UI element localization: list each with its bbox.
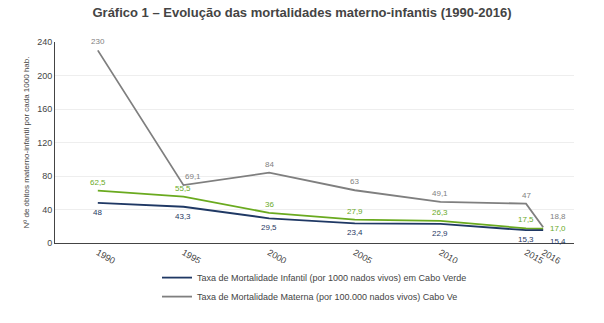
svg-text:Nº de óbitos materno-infantil: Nº de óbitos materno-infantil por cada 1… — [22, 57, 31, 229]
svg-text:47: 47 — [522, 191, 531, 200]
svg-text:2005: 2005 — [351, 247, 374, 266]
svg-text:240: 240 — [37, 37, 52, 47]
svg-text:62,5: 62,5 — [90, 178, 106, 187]
svg-text:49,1: 49,1 — [432, 189, 448, 198]
svg-text:230: 230 — [91, 37, 105, 46]
svg-text:120: 120 — [37, 138, 52, 148]
svg-text:43,3: 43,3 — [175, 212, 191, 221]
svg-text:15,4: 15,4 — [550, 237, 566, 246]
svg-text:63: 63 — [350, 177, 359, 186]
svg-text:2016: 2016 — [540, 247, 562, 266]
svg-text:48: 48 — [93, 208, 102, 217]
svg-text:17,5: 17,5 — [518, 215, 534, 224]
svg-text:27,9: 27,9 — [347, 207, 363, 216]
svg-text:17,0: 17,0 — [550, 224, 566, 233]
svg-text:69,1: 69,1 — [185, 172, 201, 181]
svg-text:15,3: 15,3 — [518, 235, 534, 244]
svg-text:2015: 2015 — [523, 247, 545, 266]
svg-text:22,9: 22,9 — [432, 229, 448, 238]
svg-text:23,4: 23,4 — [347, 228, 363, 237]
svg-text:29,5: 29,5 — [261, 223, 277, 232]
svg-text:26,3: 26,3 — [432, 208, 448, 217]
svg-text:0: 0 — [47, 238, 52, 248]
svg-text:160: 160 — [37, 104, 52, 114]
svg-text:2010: 2010 — [437, 247, 460, 266]
svg-text:80: 80 — [42, 171, 52, 181]
svg-text:40: 40 — [42, 205, 52, 215]
svg-text:1990: 1990 — [95, 247, 117, 266]
svg-text:18,8: 18,8 — [550, 212, 566, 221]
svg-text:36: 36 — [265, 200, 274, 209]
svg-text:1995: 1995 — [180, 247, 203, 266]
svg-text:84: 84 — [265, 160, 274, 169]
svg-text:Taxa de Mortalidade Materna (p: Taxa de Mortalidade Materna (por 100.000… — [197, 292, 457, 302]
svg-text:55,5: 55,5 — [175, 184, 191, 193]
svg-text:Gráfico 1 – Evolução das morta: Gráfico 1 – Evolução das mortalidades ma… — [92, 5, 511, 20]
svg-text:200: 200 — [37, 71, 52, 81]
svg-text:2000: 2000 — [265, 247, 289, 266]
svg-text:Taxa de Mortalidade Infantil (: Taxa de Mortalidade Infantil (por 1000 n… — [197, 273, 466, 283]
